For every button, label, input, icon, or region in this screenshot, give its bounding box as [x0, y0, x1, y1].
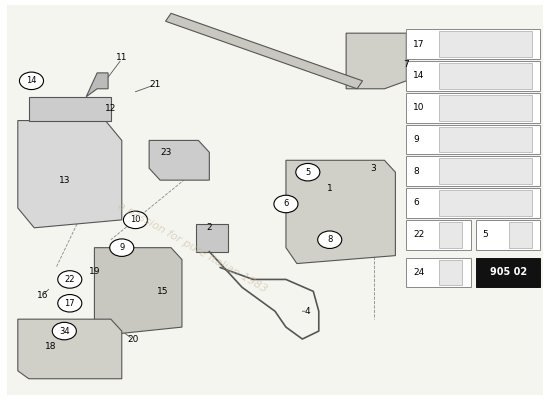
Text: 3: 3 — [371, 164, 376, 173]
Text: 6: 6 — [413, 198, 419, 208]
Text: 16: 16 — [37, 291, 48, 300]
Polygon shape — [18, 120, 122, 228]
Text: 2: 2 — [206, 223, 212, 232]
Text: 8: 8 — [327, 235, 332, 244]
Polygon shape — [149, 140, 210, 180]
Text: 7: 7 — [404, 60, 409, 70]
Text: 11: 11 — [116, 52, 128, 62]
Polygon shape — [95, 248, 182, 335]
Text: 17: 17 — [413, 40, 425, 48]
Text: 5: 5 — [305, 168, 310, 177]
FancyBboxPatch shape — [406, 29, 541, 59]
FancyBboxPatch shape — [406, 258, 471, 287]
FancyBboxPatch shape — [439, 222, 463, 248]
Circle shape — [274, 195, 298, 213]
FancyBboxPatch shape — [509, 222, 532, 248]
Text: 14: 14 — [413, 71, 424, 80]
FancyBboxPatch shape — [439, 31, 532, 57]
Text: 9: 9 — [413, 135, 419, 144]
Text: 1: 1 — [327, 184, 333, 192]
FancyBboxPatch shape — [406, 188, 541, 218]
Text: 17: 17 — [64, 299, 75, 308]
Polygon shape — [166, 13, 362, 89]
Circle shape — [52, 322, 76, 340]
Text: 23: 23 — [160, 148, 171, 157]
Text: 14: 14 — [26, 76, 37, 85]
Text: 10: 10 — [130, 215, 141, 224]
Text: 5: 5 — [482, 230, 488, 239]
Circle shape — [19, 72, 43, 90]
Polygon shape — [196, 224, 228, 252]
FancyBboxPatch shape — [406, 124, 541, 154]
Text: 9: 9 — [119, 243, 124, 252]
Text: 22: 22 — [64, 275, 75, 284]
Circle shape — [58, 271, 82, 288]
Text: 4: 4 — [305, 307, 311, 316]
Text: 905 02: 905 02 — [490, 268, 527, 278]
FancyBboxPatch shape — [406, 220, 471, 250]
Text: 19: 19 — [89, 267, 100, 276]
Circle shape — [318, 231, 342, 248]
FancyBboxPatch shape — [439, 126, 532, 152]
Text: a passion for pure Italian 1983: a passion for pure Italian 1983 — [117, 201, 270, 295]
Text: 24: 24 — [413, 268, 424, 277]
FancyBboxPatch shape — [7, 5, 543, 395]
Polygon shape — [346, 33, 406, 89]
Text: 15: 15 — [157, 287, 168, 296]
Polygon shape — [286, 160, 395, 264]
FancyBboxPatch shape — [406, 93, 541, 122]
Text: 34: 34 — [59, 326, 70, 336]
Text: 21: 21 — [149, 80, 160, 89]
FancyBboxPatch shape — [476, 220, 541, 250]
Circle shape — [123, 211, 147, 228]
FancyBboxPatch shape — [476, 258, 541, 287]
Polygon shape — [29, 97, 111, 120]
FancyBboxPatch shape — [406, 61, 541, 91]
Polygon shape — [86, 73, 108, 97]
Circle shape — [110, 239, 134, 256]
Text: 6: 6 — [283, 200, 289, 208]
Text: 18: 18 — [45, 342, 57, 352]
Text: 8: 8 — [413, 167, 419, 176]
FancyBboxPatch shape — [439, 63, 532, 89]
Polygon shape — [18, 319, 122, 379]
FancyBboxPatch shape — [439, 95, 532, 120]
Text: 12: 12 — [105, 104, 117, 113]
FancyBboxPatch shape — [439, 260, 463, 286]
Circle shape — [58, 294, 82, 312]
Text: 20: 20 — [127, 334, 139, 344]
Text: 22: 22 — [413, 230, 424, 239]
FancyBboxPatch shape — [439, 190, 532, 216]
Text: 13: 13 — [58, 176, 70, 185]
Circle shape — [296, 164, 320, 181]
FancyBboxPatch shape — [439, 158, 532, 184]
Text: 10: 10 — [413, 103, 425, 112]
FancyBboxPatch shape — [406, 156, 541, 186]
